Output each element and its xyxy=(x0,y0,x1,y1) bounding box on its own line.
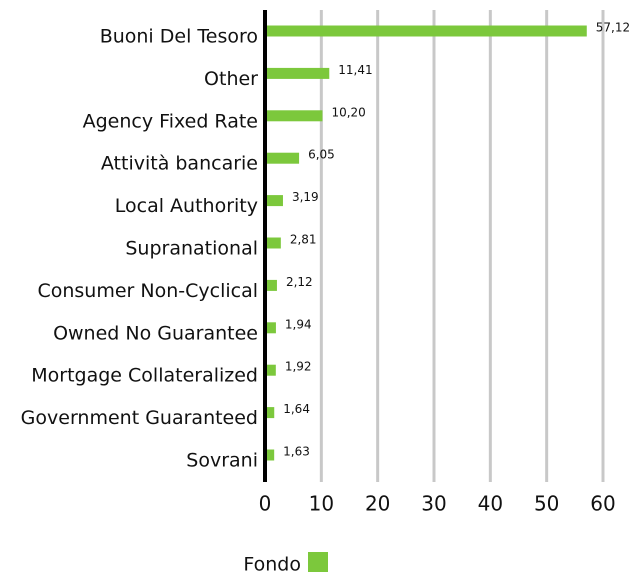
x-tick-label: 20 xyxy=(365,492,390,516)
x-tick-label: 0 xyxy=(259,492,272,516)
bar xyxy=(265,407,275,419)
y-tick-label: Attività bancarie xyxy=(101,153,258,175)
bar xyxy=(265,364,276,376)
y-tick-label: Sovrani xyxy=(186,450,258,472)
legend-label: Fondo xyxy=(243,554,301,574)
bar xyxy=(265,67,330,79)
bar xyxy=(265,237,281,249)
legend-swatch xyxy=(308,552,328,572)
value-label: 11,41 xyxy=(338,63,372,77)
y-tick-label: Mortgage Collateralized xyxy=(31,365,258,387)
y-tick-label: Supranational xyxy=(125,238,258,260)
x-tick-label: 40 xyxy=(478,492,503,516)
value-label: 1,63 xyxy=(283,445,310,459)
value-label: 6,05 xyxy=(308,148,335,162)
bar xyxy=(265,110,323,122)
bar xyxy=(265,322,276,334)
value-label: 1,64 xyxy=(283,402,310,416)
value-label: 1,94 xyxy=(285,317,312,331)
x-tick-label: 60 xyxy=(590,492,615,516)
value-label: 2,81 xyxy=(290,233,317,247)
value-label: 1,92 xyxy=(285,360,312,374)
x-tick-label: 50 xyxy=(534,492,559,516)
y-tick-label: Local Authority xyxy=(115,195,258,217)
bar xyxy=(265,279,277,291)
bar xyxy=(265,25,587,37)
y-tick-label: Owned No Guarantee xyxy=(53,322,258,344)
y-tick-label: Government Guaranteed xyxy=(21,407,258,429)
y-tick-label: Buoni Del Tesoro xyxy=(100,26,258,48)
bar xyxy=(265,449,275,461)
y-tick-label: Consumer Non-Cyclical xyxy=(37,280,258,302)
bar xyxy=(265,152,300,164)
bar xyxy=(265,195,283,207)
y-tick-label: Other xyxy=(204,68,258,90)
x-tick-label: 30 xyxy=(421,492,446,516)
y-tick-label: Agency Fixed Rate xyxy=(83,110,258,132)
value-label: 57,12 xyxy=(596,21,630,35)
x-tick-label: 10 xyxy=(309,492,334,516)
value-label: 2,12 xyxy=(286,275,313,289)
value-label: 3,19 xyxy=(292,190,319,204)
value-label: 10,20 xyxy=(331,105,365,119)
